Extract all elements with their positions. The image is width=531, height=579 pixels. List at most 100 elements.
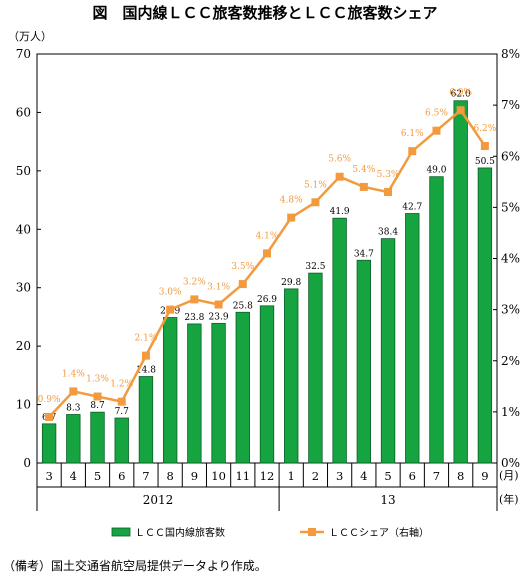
x-tick-label: 8 [457, 469, 464, 483]
legend-line-marker [308, 528, 316, 536]
share-value-label: 5.6% [328, 155, 351, 165]
share-point [311, 198, 320, 207]
left-axis-tick-label: 70 [16, 47, 31, 61]
right-axis-tick-label: 6% [501, 149, 520, 163]
bar [162, 317, 178, 464]
left-axis-tick-label: 0 [23, 456, 31, 470]
bar [66, 414, 81, 464]
bar-value-label: 41.9 [330, 207, 350, 217]
bar-value-label: 29.8 [281, 278, 301, 288]
x-tick-label: 10 [211, 469, 226, 483]
share-point [335, 172, 344, 181]
bar-value-label: 49.0 [426, 166, 446, 176]
share-value-label: 6.9% [449, 88, 472, 98]
bar-value-label: 50.5 [475, 157, 495, 167]
share-value-label: 5.3% [377, 170, 400, 180]
legend: ＬＣＣ国内線旅客数 ＬＣＣシェア（右軸） [111, 526, 429, 539]
bar-value-label: 23.8 [184, 313, 204, 323]
x-tick-label: 5 [384, 469, 391, 483]
share-value-label: 6.5% [425, 109, 448, 119]
left-axis-tick-label: 60 [16, 105, 31, 119]
bar-value-label: 8.7 [90, 401, 105, 411]
bar [284, 288, 299, 464]
bar-value-label: 7.7 [115, 407, 130, 417]
left-axis-tick-label: 50 [16, 164, 31, 178]
share-value-label: 5.1% [304, 180, 327, 190]
left-axis-unit: （万人） [8, 30, 52, 43]
share-point [214, 300, 223, 309]
share-point [432, 126, 441, 135]
bar [477, 167, 493, 464]
share-point [408, 147, 417, 156]
share-point [190, 295, 199, 304]
x-tick-label: 1 [288, 469, 295, 483]
x-tick-label: 4 [360, 469, 367, 483]
x-tick-label: 3 [336, 469, 343, 483]
left-axis-tick-label: 30 [16, 281, 31, 295]
year-label: 2012 [143, 493, 174, 507]
bar-value-label: 8.3 [66, 404, 81, 414]
right-axis-tick-label: 5% [501, 200, 520, 214]
x-tick-label: 7 [142, 469, 149, 483]
bar [405, 213, 420, 464]
bar [235, 311, 250, 464]
bar-value-label: 62.0 [451, 90, 471, 100]
bar-value-label: 25.8 [233, 301, 253, 311]
share-value-label: 0.9% [38, 395, 61, 405]
x-tick-label: 12 [260, 469, 275, 483]
bar [41, 423, 57, 464]
bar [90, 411, 105, 464]
bar [332, 217, 347, 464]
x-tick-label: 2 [312, 469, 319, 483]
share-point [359, 182, 368, 191]
bar-value-label: 26.9 [257, 295, 277, 305]
share-value-label: 2.1% [135, 334, 158, 344]
share-value-label: 3.0% [159, 288, 182, 298]
x-tick-label: 9 [481, 469, 488, 483]
share-point [287, 213, 296, 222]
bar [380, 238, 396, 464]
share-point [384, 188, 393, 197]
left-axis-tick-label: 10 [16, 398, 31, 412]
share-value-label: 1.3% [86, 375, 109, 385]
plot-area: 0102030405060700%1%2%3%4%5%6%7%8%6.78.38… [16, 47, 520, 511]
right-axis-tick-label: 1% [501, 405, 520, 419]
right-axis-tick-label: 0% [501, 456, 520, 470]
share-value-label: 6.1% [401, 129, 424, 139]
bar [211, 322, 226, 464]
x-month-unit: (月) [499, 469, 519, 482]
share-value-label: 1.2% [110, 380, 133, 390]
share-point [166, 305, 175, 314]
share-point [141, 351, 150, 360]
bar-value-label: 14.8 [136, 366, 156, 376]
right-axis-tick-label: 7% [501, 98, 520, 112]
bar-value-label: 34.7 [354, 249, 374, 259]
legend-line-label: ＬＣＣシェア（右軸） [329, 526, 429, 539]
right-axis-tick-label: 2% [501, 354, 520, 368]
bar [138, 376, 154, 464]
share-value-label: 4.1% [256, 231, 279, 241]
x-tick-label: 3 [45, 469, 52, 483]
bar-value-label: 23.9 [209, 312, 229, 322]
share-point [117, 397, 126, 406]
share-point [45, 412, 54, 421]
x-tick-label: 6 [118, 469, 125, 483]
x-tick-label: 8 [166, 469, 173, 483]
share-value-label: 5.4% [352, 165, 375, 175]
share-value-label: 4.8% [280, 196, 303, 206]
legend-bar-label: ＬＣＣ国内線旅客数 [135, 526, 225, 539]
right-axis-tick-label: 4% [501, 252, 520, 266]
share-point [456, 106, 465, 115]
x-tick-label: 5 [94, 469, 101, 483]
bar [187, 323, 202, 464]
year-label: 13 [380, 493, 395, 507]
x-tick-label: 4 [70, 469, 77, 483]
share-value-label: 3.5% [231, 262, 254, 272]
share-value-label: 3.2% [183, 277, 206, 287]
bar [356, 259, 372, 464]
bar-value-label: 42.7 [402, 203, 422, 213]
left-axis-tick-label: 20 [16, 339, 31, 353]
x-tick-label: 6 [409, 469, 416, 483]
bar [453, 100, 468, 464]
